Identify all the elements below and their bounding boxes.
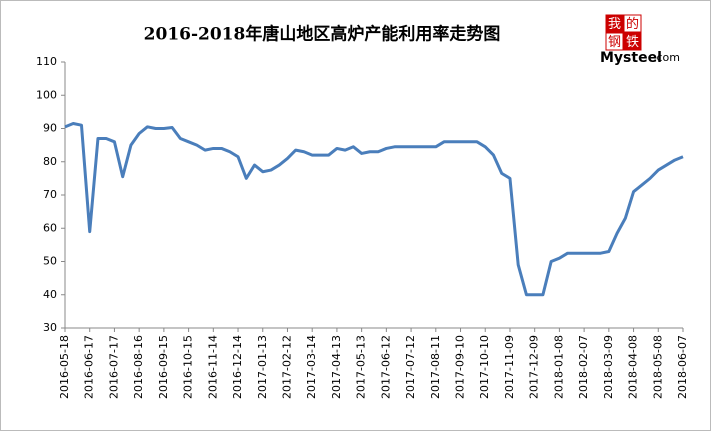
x-tick-label: 2017-12-09 bbox=[528, 335, 541, 399]
logo: 我的钢 铁Mysteel.com bbox=[600, 14, 680, 66]
logo-box bbox=[623, 32, 642, 51]
x-tick-label: 2017-10-10 bbox=[478, 335, 491, 399]
logo-char: 我 bbox=[608, 17, 621, 32]
x-tick-label: 2017-09-10 bbox=[454, 335, 467, 399]
x-tick-label: 2018-06-07 bbox=[676, 335, 689, 399]
line bbox=[64, 122, 684, 297]
x-tick-label: 2016-07-17 bbox=[107, 335, 120, 399]
x-tick-label: 2017-02-12 bbox=[280, 335, 293, 399]
y-tick-label: 40 bbox=[43, 288, 57, 301]
y-tick-label: 50 bbox=[43, 255, 57, 268]
x-tick-label: 2017-05-13 bbox=[355, 335, 368, 399]
x-tick-label: 2018-01-08 bbox=[552, 335, 565, 399]
y-tick-label: 30 bbox=[43, 321, 57, 334]
x-tick-label: 2016-09-15 bbox=[157, 335, 170, 399]
y-tick-label: 100 bbox=[36, 88, 57, 101]
y-tick-label: 90 bbox=[43, 122, 57, 135]
x-tick-label: 2017-01-13 bbox=[256, 335, 269, 399]
logo-char: 钢 bbox=[608, 35, 621, 50]
y-tick-label: 110 bbox=[36, 55, 57, 68]
y-tick-label: 70 bbox=[43, 188, 57, 201]
x-tick-label: 2018-05-08 bbox=[651, 335, 664, 399]
x-tick-label: 2018-03-09 bbox=[602, 335, 615, 399]
x-tick-label: 2016-12-14 bbox=[231, 335, 244, 399]
x-tick-label: 2016-06-17 bbox=[83, 335, 96, 399]
x-tick-label: 2018-04-08 bbox=[627, 335, 640, 399]
x-tick-label: 2017-11-09 bbox=[503, 335, 516, 399]
x-tick-label: 2018-02-07 bbox=[577, 335, 590, 399]
logo-char: 铁 bbox=[626, 35, 639, 50]
y-tick-label: 60 bbox=[43, 221, 57, 234]
x-tick-label: 2016-05-18 bbox=[58, 335, 71, 399]
x-tick-label: 2016-11-14 bbox=[206, 335, 219, 399]
x-tick-label: 2017-03-14 bbox=[305, 335, 318, 399]
logo-brand: Mysteel bbox=[600, 50, 662, 66]
x-tick-label: 2017-04-13 bbox=[330, 335, 343, 399]
logo-char: 的 bbox=[626, 16, 639, 32]
chart-title: 2016-2018年唐山地区高炉产能利用率走势图 bbox=[144, 24, 501, 45]
logo-suffix: .com bbox=[653, 51, 680, 64]
x-tick-label: 2016-10-15 bbox=[182, 335, 195, 399]
x-tick-label: 2017-06-12 bbox=[379, 335, 392, 399]
x-tick-label: 2017-07-12 bbox=[404, 335, 417, 399]
logo-box bbox=[623, 14, 642, 33]
logo-box bbox=[605, 14, 624, 33]
x-tick-label: 2017-08-11 bbox=[429, 335, 442, 399]
y-tick-label: 80 bbox=[43, 155, 57, 168]
logo-box bbox=[605, 32, 624, 51]
x-tick-label: 2016-08-16 bbox=[132, 335, 145, 399]
